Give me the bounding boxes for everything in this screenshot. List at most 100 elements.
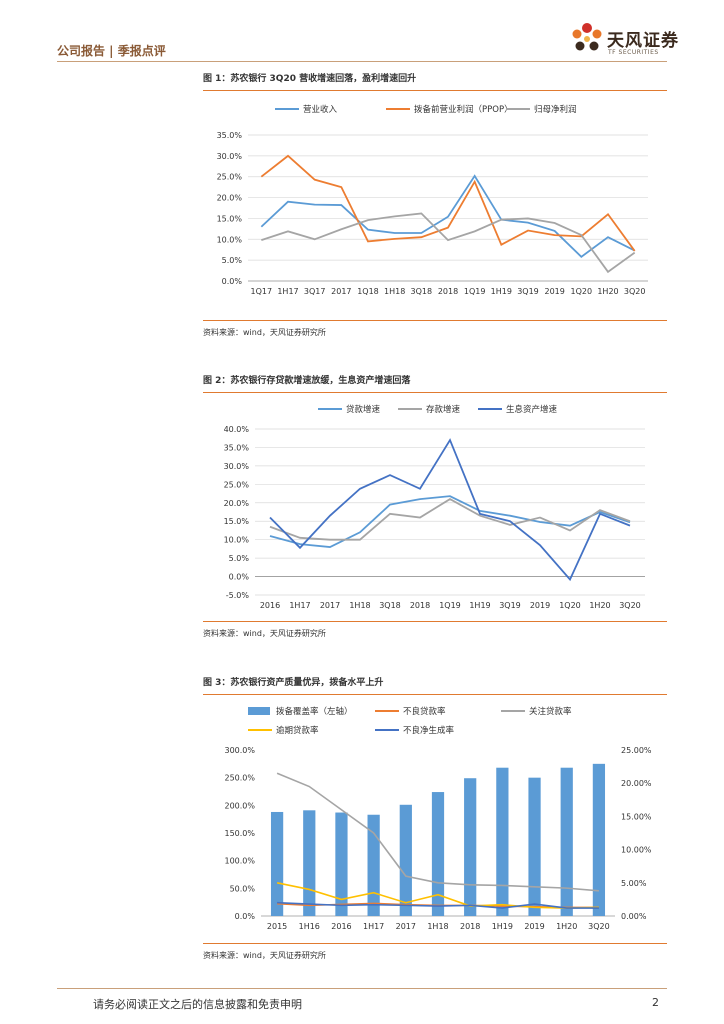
figure-2: 图 2：苏农银行存贷款增速放缓，生息资产增速回落 -5.0% 0.0% 5.0% 10…	[203, 374, 667, 639]
fig2-xtick-label: 2019	[530, 601, 550, 610]
fig2-ytick-label: 40.0%	[224, 425, 250, 434]
fig3-legend-swatch	[248, 707, 270, 715]
fig2-ytick-label: 10.0%	[224, 536, 250, 545]
fig3-xtick-label: 2019	[524, 922, 544, 931]
figure-1-top-rule	[203, 90, 667, 91]
fig1-ytick-label: 25.0%	[217, 173, 243, 182]
fig1-ytick-label: 30.0%	[217, 152, 243, 161]
fig3-right-ytick-label: 0.00%	[621, 912, 647, 921]
fig2-ytick-label: 5.0%	[229, 554, 250, 563]
figure-2-chart: -5.0% 0.0% 5.0% 10.0% 15.0% 20.0% 25.0% 30.0% 35…	[224, 404, 645, 610]
fig1-ytick-label: 20.0%	[217, 194, 243, 203]
fig3-xtick-label: 2017	[396, 922, 416, 931]
fig2-ytick-label: 25.0%	[224, 480, 250, 489]
fig1-ytick-label: 35.0%	[217, 131, 243, 140]
page-number: 2	[652, 996, 659, 1009]
fig3-bar	[431, 792, 445, 916]
header-divider	[57, 61, 667, 62]
fig1-xtick-label: 3Q19	[517, 287, 539, 296]
logo-sub: TF SECURITIES	[608, 49, 659, 56]
fig3-bar	[270, 811, 284, 916]
figure-3-source: 资料来源：wind，天风证券研究所	[203, 951, 326, 960]
fig2-xtick-label: 1H18	[349, 601, 370, 610]
fig3-left-ytick-label: 200.0%	[224, 801, 255, 810]
fig1-ytick-label: 5.0%	[222, 256, 243, 265]
logo-name: 天风证券	[607, 31, 679, 51]
fig3-left-ytick-label: 300.0%	[224, 746, 255, 755]
figure-3-top-rule	[203, 694, 667, 695]
fig3-right-ytick-label: 5.00%	[621, 879, 647, 888]
fig1-xtick-label: 1H18	[384, 287, 405, 296]
figure-3-title: 图 3：苏农银行资产质量优异，拨备水平上升	[203, 678, 384, 688]
figure-2-title: 图 2：苏农银行存贷款增速放缓，生息资产增速回落	[203, 376, 411, 386]
fig2-xtick-label: 1H20	[589, 601, 610, 610]
fig3-legend-label: 逾期贷款率	[276, 725, 319, 736]
fig1-series-line	[260, 154, 636, 252]
fig2-xtick-label: 2016	[260, 601, 280, 610]
fig3-right-ytick-label: 20.00%	[621, 779, 652, 788]
fig3-left-ytick-label: 250.0%	[224, 774, 255, 783]
fig3-right-ytick-label: 25.00%	[621, 746, 652, 755]
fig1-xtick-label: 1H20	[597, 287, 618, 296]
fig1-ytick-label: 0.0%	[222, 277, 243, 286]
figure-3: 图 3：苏农银行资产质量优异，拨备水平上升 0.0% 50.0% 100.0% 150…	[203, 676, 667, 961]
fig1-series-line	[261, 212, 636, 274]
company-logo: 天风证券 TF SECURITIES	[569, 18, 679, 60]
fig2-xtick-label: 1Q19	[439, 601, 461, 610]
fig2-legend-label: 生息资产增速	[506, 404, 558, 415]
fig1-xtick-label: 2019	[544, 287, 564, 296]
fig2-xtick-label: 1H17	[289, 601, 310, 610]
fig2-series-line	[269, 438, 631, 582]
fig3-bar	[528, 777, 541, 916]
fig2-series-line	[269, 495, 631, 548]
fig2-ytick-label: -5.0%	[226, 591, 250, 600]
fig3-left-ytick-label: 100.0%	[224, 857, 255, 866]
fig1-legend-label: 拨备前营业利润（PPOP）	[414, 104, 513, 115]
fig2-ytick-label: 15.0%	[224, 517, 250, 526]
fig2-xtick-label: 3Q18	[379, 601, 401, 610]
disclaimer-link[interactable]: 请务必阅读正文之后的信息披露和免责申明	[93, 998, 302, 1011]
fig3-legend-label: 关注贷款率	[529, 706, 572, 717]
fig1-xtick-label: 3Q17	[304, 287, 326, 296]
fig3-xtick-label: 1H16	[299, 922, 320, 931]
flower-logo-icon	[572, 23, 602, 51]
fig3-legend-label: 不良净生成率	[403, 725, 455, 736]
fig3-right-ytick-label: 15.00%	[621, 812, 652, 821]
fig2-series-line	[269, 498, 631, 541]
fig3-legend-label: 拨备覆盖率（左轴）	[276, 706, 353, 717]
fig3-series-line	[276, 882, 599, 909]
fig2-ytick-label: 0.0%	[229, 573, 250, 582]
fig3-xtick-label: 2015	[267, 922, 287, 931]
fig1-xtick-label: 1Q18	[357, 287, 379, 296]
fig1-xtick-label: 1H19	[491, 287, 512, 296]
figure-1-chart: 0.0% 5.0% 10.0% 15.0% 20.0% 25.0% 30.0% 35.0% 1Q…	[217, 104, 648, 296]
fig3-series-line	[276, 772, 599, 892]
fig1-xtick-label: 1Q19	[464, 287, 486, 296]
fig3-bar	[464, 778, 477, 916]
fig3-xtick-label: 2016	[331, 922, 351, 931]
figure-1: 图 1：苏农银行 3Q20 营收增速回落，盈利增速回升 0.0% 5.0% 10.0…	[203, 72, 667, 338]
figure-3-bottom-rule	[203, 943, 667, 944]
fig2-ytick-label: 20.0%	[224, 499, 250, 508]
fig3-bar	[560, 767, 573, 916]
fig3-xtick-label: 1H18	[427, 922, 448, 931]
fig1-ytick-label: 15.0%	[217, 214, 243, 223]
fig1-xtick-label: 2017	[331, 287, 351, 296]
fig2-ytick-label: 35.0%	[224, 443, 250, 452]
fig1-xtick-label: 3Q18	[411, 287, 433, 296]
fig2-xtick-label: 3Q20	[619, 601, 641, 610]
fig2-ytick-label: 30.0%	[224, 462, 250, 471]
fig2-xtick-label: 2017	[320, 601, 340, 610]
figure-2-bottom-rule	[203, 621, 667, 622]
figure-2-top-rule	[203, 392, 667, 393]
fig3-left-ytick-label: 50.0%	[230, 884, 256, 893]
fig1-xtick-label: 1Q20	[571, 287, 593, 296]
fig2-xtick-label: 1H19	[469, 601, 490, 610]
fig3-xtick-label: 1H19	[492, 922, 513, 931]
fig2-xtick-label: 3Q19	[499, 601, 521, 610]
fig1-xtick-label: 1Q17	[251, 287, 273, 296]
figure-1-source: 资料来源：wind，天风证券研究所	[203, 328, 326, 337]
fig3-left-ytick-label: 0.0%	[235, 912, 256, 921]
fig3-left-ytick-label: 150.0%	[224, 829, 255, 838]
fig2-xtick-label: 1Q20	[559, 601, 581, 610]
